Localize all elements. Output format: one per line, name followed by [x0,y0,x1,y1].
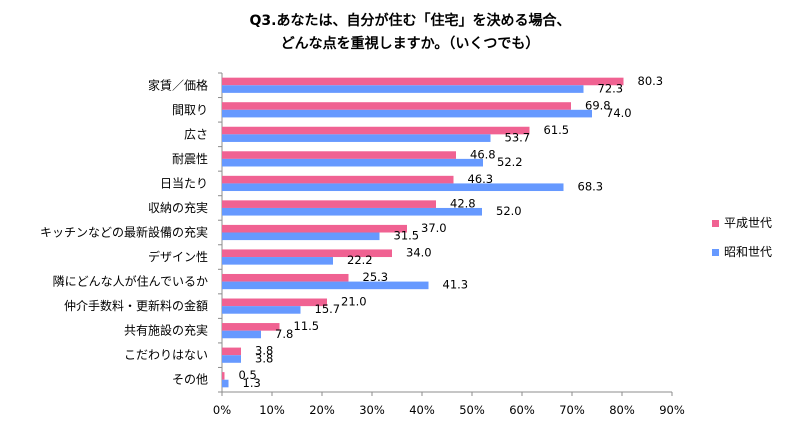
bar-showa [222,109,592,118]
category-label: 間取り [172,103,208,117]
legend-swatch [712,220,719,227]
bar-heisei [222,224,407,233]
data-label: 3.8 [255,351,273,365]
data-label: 68.3 [578,180,604,194]
data-label: 22.2 [347,253,373,267]
data-label: 46.8 [470,147,496,161]
data-label: 11.5 [294,319,320,333]
data-label: 34.0 [406,246,432,260]
data-label: 3.8 [255,344,273,358]
data-label: 31.5 [394,229,420,243]
category-label: 収納の充実 [148,200,208,215]
data-label: 41.3 [443,278,469,292]
x-tick-label: 90% [659,403,685,417]
category-label: その他 [172,373,208,387]
legend-label: 昭和世代 [724,245,772,259]
category-label: 日当たり [160,176,208,190]
bar-heisei [222,126,530,135]
data-label: 46.3 [468,172,494,186]
category-label: 隣にどんな人が住んでいるか [53,274,208,289]
data-label: 69.8 [585,98,611,112]
data-label: 74.0 [606,106,632,120]
x-tick-label: 0% [213,403,231,417]
data-label: 52.2 [497,155,523,169]
category-label: こだわりはない [124,348,208,362]
category-label: 共有施設の充実 [124,323,208,338]
chart-subtitle: どんな点を重視しますか。（いくつでも） [280,36,540,52]
bar-showa [222,330,261,339]
data-label: 42.8 [450,196,476,210]
bar-showa [222,306,301,314]
bar-showa [222,355,241,363]
bar-showa [222,207,482,216]
data-label: 15.7 [315,302,341,316]
data-label: 37.0 [421,221,447,235]
bar-heisei [222,151,456,159]
x-tick-label: 60% [509,403,535,417]
data-label: 7.8 [275,327,293,341]
x-tick-label: 10% [259,403,285,417]
category-label: デザイン性 [148,249,208,264]
bar-showa [222,232,380,241]
category-label: 家賃／価格 [148,77,208,92]
bar-showa [222,281,429,290]
category-label: 耐震性 [172,152,208,166]
bar-heisei [222,102,571,110]
category-label: 仲介手数料・更新料の金額 [64,298,208,313]
legend-label: 平成世代 [724,216,772,230]
x-tick-label: 70% [559,403,585,417]
data-label: 52.0 [496,204,522,218]
data-label: 53.7 [505,130,531,144]
x-tick-label: 50% [459,403,485,417]
bar-heisei [222,77,624,86]
bar-heisei [222,273,349,282]
bar-heisei [222,347,241,356]
bar-heisei [222,372,225,380]
data-label: 0.5 [239,368,257,382]
data-label: 61.5 [544,123,570,137]
bar-showa [222,134,491,142]
bar-showa [222,85,584,93]
data-label: 72.3 [598,81,624,95]
legend-swatch [712,249,719,256]
data-label: 21.0 [341,295,367,309]
category-label: キッチンなどの最新設備の充実 [40,225,208,240]
data-label: 25.3 [363,270,389,284]
bar-heisei [222,175,454,184]
chart-title: Q3.あなたは、自分が住む「住宅」を決める場合、 [249,13,571,29]
bar-heisei [222,323,280,331]
bar-showa [222,257,333,265]
x-tick-label: 80% [609,403,635,417]
data-label: 1.3 [243,376,261,390]
data-label: 80.3 [638,74,664,88]
bar-heisei [222,200,436,208]
bar-heisei [222,298,327,307]
bar-showa [222,183,564,192]
category-label: 広さ [184,127,208,141]
x-tick-label: 30% [359,403,385,417]
bar-heisei [222,249,392,258]
x-tick-label: 40% [409,403,435,417]
bar-showa [222,379,229,388]
bar-showa [222,158,483,167]
x-tick-label: 20% [309,403,335,417]
